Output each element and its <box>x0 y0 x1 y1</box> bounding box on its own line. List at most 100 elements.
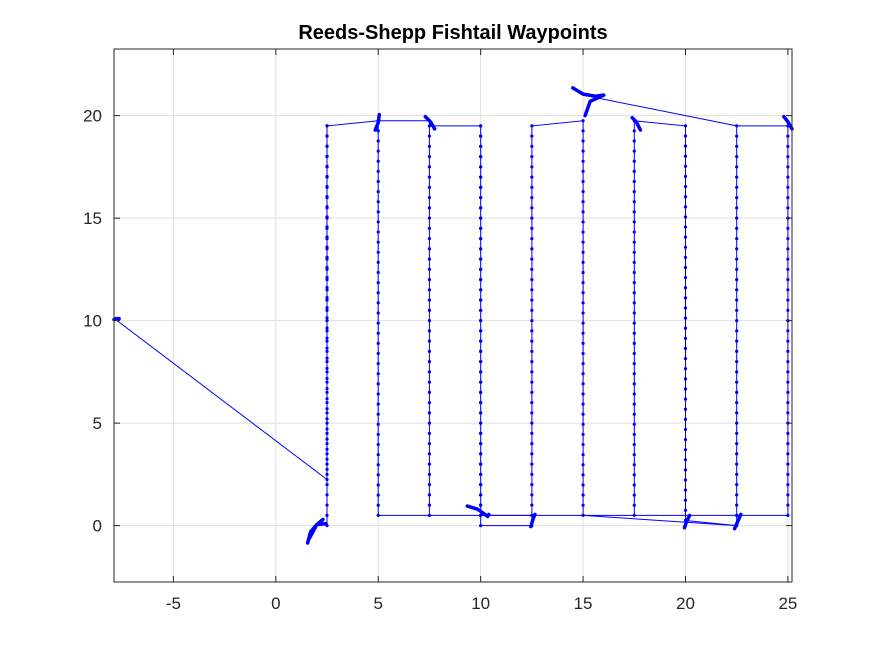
waypoint-marker <box>325 493 329 497</box>
waypoint-marker <box>786 431 790 435</box>
waypoint-marker <box>530 390 534 394</box>
turn-maneuver <box>529 512 537 529</box>
waypoint-marker <box>427 206 432 210</box>
waypoint-marker <box>786 452 790 456</box>
waypoint-marker <box>325 503 329 507</box>
waypoint-marker <box>376 483 380 487</box>
waypoint-marker <box>735 185 739 189</box>
waypoint-marker <box>735 380 739 384</box>
waypoint-marker <box>427 493 432 497</box>
waypoint-marker <box>735 360 739 364</box>
waypoint-marker <box>786 513 790 517</box>
waypoint-marker <box>376 473 380 477</box>
waypoint-marker <box>325 386 329 391</box>
waypoint-marker <box>786 483 790 487</box>
turn-maneuver <box>732 512 743 531</box>
waypoint-marker <box>325 124 329 128</box>
waypoint-marker <box>683 205 688 209</box>
waypoint-marker <box>786 267 790 271</box>
waypoint-marker <box>325 513 329 517</box>
waypoint-marker <box>735 370 739 374</box>
waypoint-marker <box>786 349 790 353</box>
waypoint-marker <box>735 278 739 282</box>
waypoint-marker <box>427 401 432 405</box>
waypoint-marker <box>479 442 483 446</box>
waypoint-marker <box>427 339 432 343</box>
waypoint-marker <box>632 432 636 437</box>
waypoint-marker <box>325 431 329 435</box>
waypoint-marker <box>581 270 585 275</box>
waypoint-marker <box>325 349 329 353</box>
y-tick-label: 10 <box>83 312 102 331</box>
waypoint-marker <box>683 134 688 138</box>
waypoint-marker <box>735 226 739 230</box>
waypoint-marker <box>632 382 636 386</box>
waypoint-marker <box>479 513 483 517</box>
waypoint-marker <box>325 437 329 441</box>
waypoint-marker <box>786 370 790 374</box>
waypoint-marker <box>530 267 534 271</box>
waypoint-marker <box>325 134 329 138</box>
waypoint-marker <box>427 247 432 251</box>
waypoint-marker <box>735 483 739 487</box>
waypoint-marker <box>786 503 790 507</box>
waypoint-marker <box>427 185 432 189</box>
waypoint-marker <box>325 457 329 461</box>
waypoint-marker <box>530 411 534 415</box>
waypoint-marker <box>479 503 483 507</box>
waypoint-marker <box>581 382 585 386</box>
waypoint-marker <box>325 326 329 330</box>
waypoint-marker <box>735 288 739 292</box>
waypoint-connector <box>582 94 737 127</box>
waypoint-marker <box>325 339 329 343</box>
waypoint-marker <box>479 401 483 405</box>
waypoint-marker <box>376 270 380 275</box>
waypoint-marker <box>479 267 483 271</box>
waypoint-marker <box>683 144 688 148</box>
waypoint-marker <box>735 124 739 128</box>
waypoint-marker <box>325 452 329 456</box>
waypoint-marker <box>530 175 534 179</box>
waypoint-marker <box>530 349 534 353</box>
waypoint-marker <box>530 165 534 169</box>
waypoint-marker <box>376 149 380 153</box>
waypoint-marker <box>325 155 329 159</box>
plot-area <box>114 49 792 582</box>
waypoint-marker <box>376 513 380 517</box>
waypoint-marker <box>427 319 432 323</box>
waypoint-marker <box>735 493 739 497</box>
waypoint-marker <box>325 401 329 405</box>
waypoint-marker <box>581 230 585 234</box>
waypoint-marker <box>376 139 380 143</box>
waypoint-marker <box>786 257 790 261</box>
waypoint-marker <box>581 372 585 376</box>
waypoint-marker <box>632 250 636 254</box>
waypoint-marker <box>786 493 790 497</box>
waypoint-marker <box>479 411 483 415</box>
waypoint-marker <box>683 276 688 280</box>
waypoint-marker <box>530 442 534 446</box>
turn-maneuver <box>682 513 692 530</box>
waypoint-marker <box>683 478 688 482</box>
waypoint-marker <box>632 281 636 285</box>
waypoint-marker <box>683 255 688 260</box>
waypoint-marker <box>325 483 329 487</box>
waypoint-marker <box>632 149 636 153</box>
waypoint-marker <box>786 401 790 405</box>
waypoint-marker <box>683 225 688 229</box>
waypoint-marker <box>786 390 790 394</box>
waypoint-marker <box>325 296 329 300</box>
x-tick-label: 0 <box>271 594 280 613</box>
waypoint-marker <box>479 483 483 487</box>
waypoint-marker <box>632 473 636 477</box>
waypoint-marker <box>530 329 534 333</box>
waypoint-marker <box>786 339 790 343</box>
waypoint-marker <box>427 421 432 425</box>
waypoint-marker <box>735 165 739 169</box>
y-tick-label: 15 <box>83 209 102 228</box>
waypoint-marker <box>325 477 329 482</box>
waypoint-marker <box>735 421 739 425</box>
waypoint-marker <box>479 298 483 302</box>
waypoint-marker <box>581 412 585 416</box>
